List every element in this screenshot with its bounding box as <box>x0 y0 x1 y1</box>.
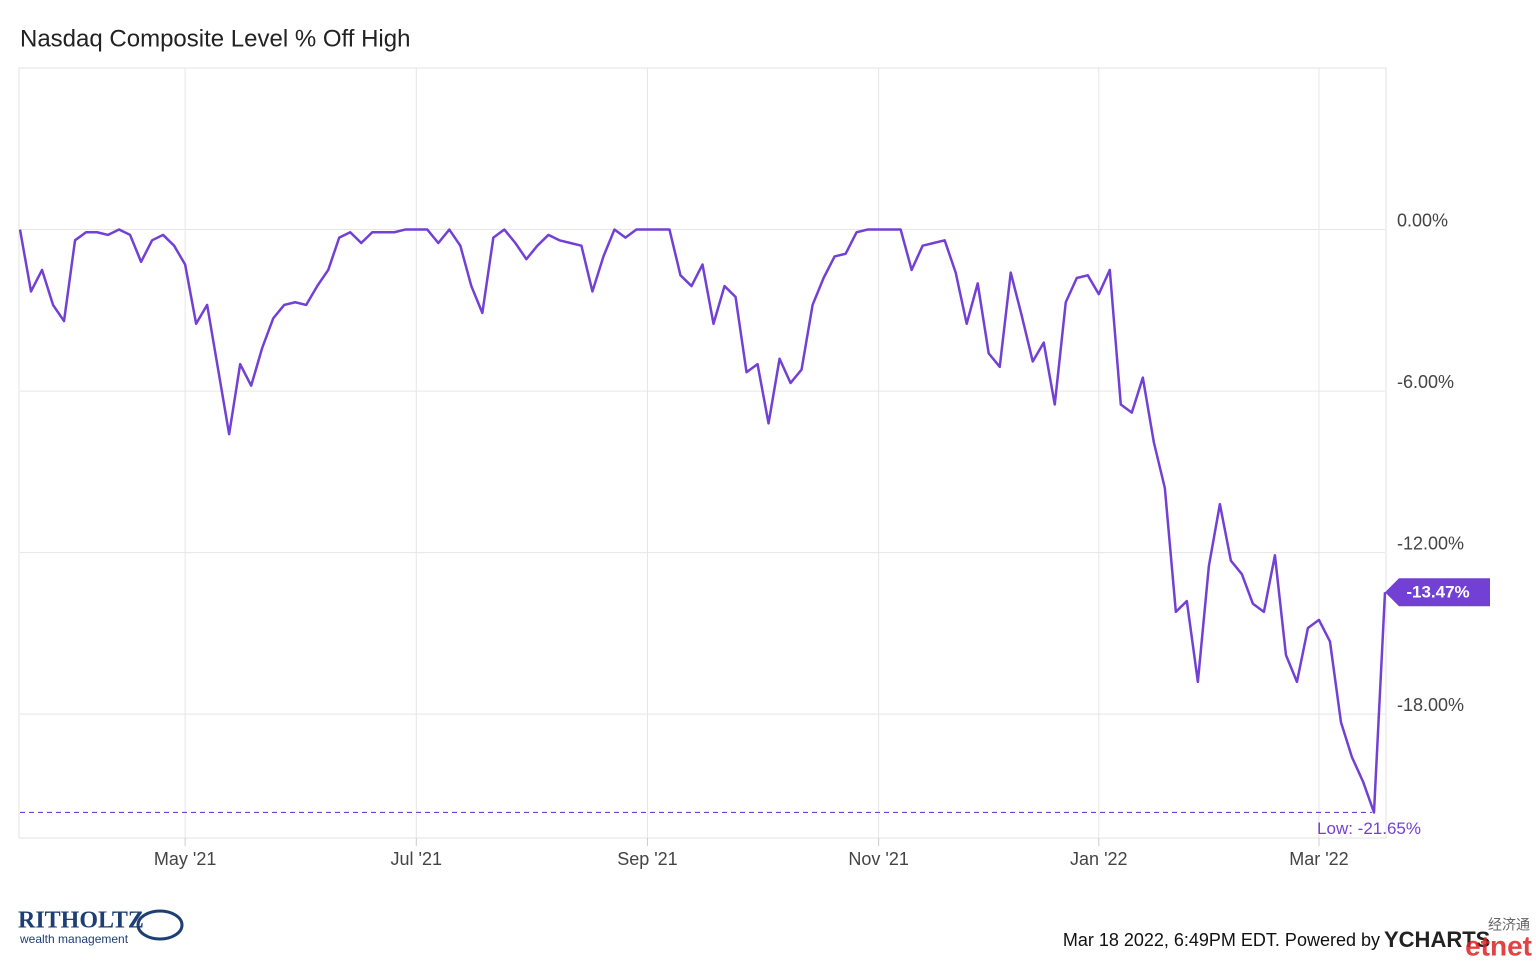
y-tick-label: -18.00% <box>1397 695 1464 715</box>
watermark-sub: etnet <box>1465 930 1532 961</box>
provider-logo: YCHARTS <box>1384 927 1490 952</box>
brand-logo <box>136 909 184 941</box>
y-tick-label: -12.00% <box>1397 533 1464 553</box>
timestamp: Mar 18 2022, 6:49PM EDT. Powered by <box>1063 930 1380 950</box>
chart-title: Nasdaq Composite Level % Off High <box>20 25 410 52</box>
x-tick-label: Mar '22 <box>1289 849 1348 869</box>
x-tick-label: Nov '21 <box>848 849 908 869</box>
end-label: -13.47% <box>1406 583 1469 602</box>
y-tick-label: -6.00% <box>1397 372 1454 392</box>
brand: RITHOLTZ <box>18 908 144 934</box>
line <box>18 228 1387 814</box>
x-tick-label: Jul '21 <box>391 849 442 869</box>
brand-sub: wealth management <box>19 932 129 946</box>
y-tick-label: 0.00% <box>1397 210 1448 230</box>
x-tick-label: Sep '21 <box>617 849 678 869</box>
x-tick-label: May '21 <box>154 849 216 869</box>
plot-border <box>18 67 1387 839</box>
watermark: 经济通 <box>1488 917 1530 933</box>
end-flag <box>1385 578 1490 607</box>
x-tick-label: Jan '22 <box>1070 849 1127 869</box>
low-label: Low: -21.65% <box>1317 819 1421 838</box>
